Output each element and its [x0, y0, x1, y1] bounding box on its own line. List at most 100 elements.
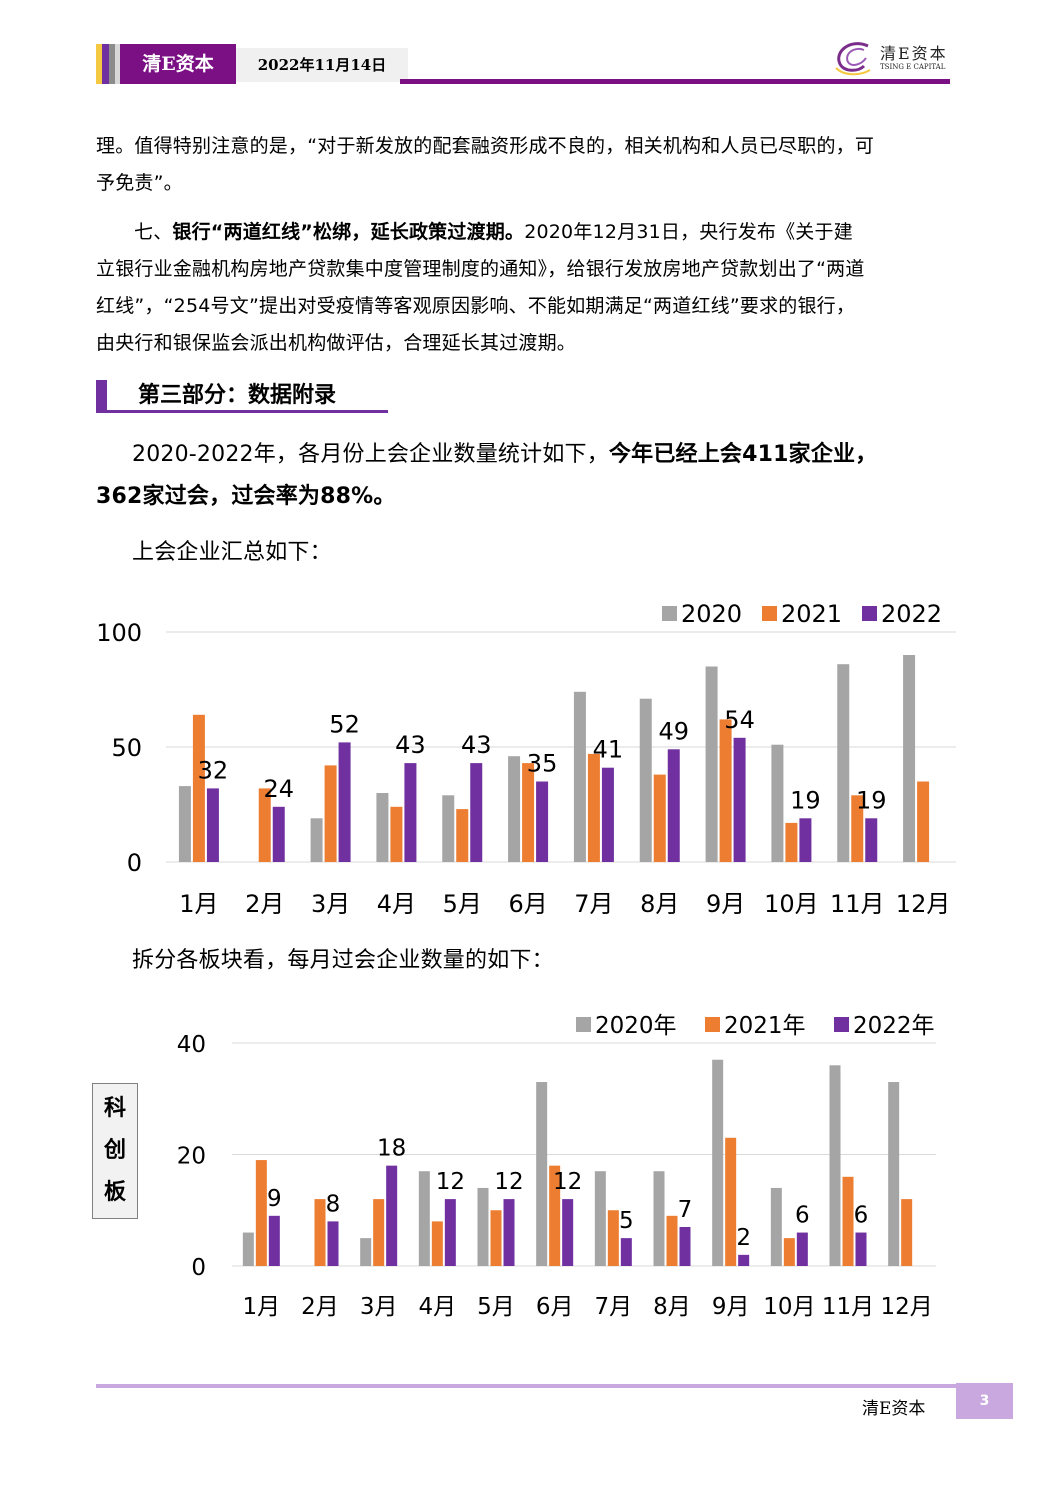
header-rule: [400, 79, 950, 84]
x-tick-label: 3月: [311, 890, 350, 918]
bar-2020年-7月: [594, 1171, 606, 1266]
star-market-label-char-2: 创: [103, 1138, 126, 1163]
bar-2021-7月: [587, 753, 600, 862]
x-tick-label: 11月: [830, 890, 885, 918]
legend-label: 2022年: [853, 1013, 935, 1039]
bar-2021年-9月: [725, 1137, 737, 1266]
logo-chinese-name: 清E资本: [880, 44, 948, 63]
legend-swatch-2022年: [834, 1017, 849, 1032]
bar-2022年-2月: [327, 1221, 339, 1266]
x-tick-label: 6月: [536, 1294, 574, 1320]
bar-2020-10月: [771, 744, 784, 862]
data-label: 6: [854, 1203, 869, 1229]
stats-line-1: 2020-2022年，各月份上会企业数量统计如下，今年已经上会411家企业，: [96, 434, 958, 476]
bar-2020-3月: [310, 818, 323, 862]
footer-rule: [96, 1384, 956, 1388]
footer-brand: 清E资本: [862, 1399, 926, 1419]
header-strip-purple: [102, 44, 109, 84]
x-tick-label: 7月: [595, 1294, 633, 1320]
bar-2020年-6月: [536, 1082, 548, 1266]
x-tick-label: 4月: [419, 1294, 457, 1320]
bar-2020-8月: [639, 698, 652, 862]
bar-2022年-7月: [620, 1238, 632, 1266]
paragraph-2-line-1: 七、银行“两道红线”松绑，延长政策过渡期。2020年12月31日，央行发布《关于…: [96, 214, 958, 251]
data-label: 12: [494, 1169, 523, 1195]
x-tick-label: 9月: [706, 890, 745, 918]
bar-2021年-2月: [314, 1199, 326, 1266]
data-label: 52: [329, 710, 360, 738]
x-tick-label: 11月: [822, 1294, 874, 1320]
legend-label: 2020年: [595, 1013, 677, 1039]
bar-2022年-9月: [738, 1254, 750, 1266]
paragraph-2: 七、银行“两道红线”松绑，延长政策过渡期。2020年12月31日，央行发布《关于…: [96, 214, 958, 362]
legend-swatch-2020: [662, 606, 677, 621]
x-tick-label: 6月: [508, 890, 547, 918]
header-brand: 清E资本: [120, 44, 236, 84]
stats-plain-text: 2020-2022年，各月份上会企业数量统计如下，: [132, 442, 609, 467]
paragraph-1-line-2: 予免责”。: [96, 172, 183, 194]
bar-2021-2月: [258, 788, 271, 862]
bar-2020年-3月: [360, 1238, 372, 1266]
bar-2022-11月: [865, 818, 878, 862]
star-market-label-char-3: 板: [103, 1180, 126, 1205]
bar-2021-1月: [192, 714, 205, 862]
stats-bold-text-2: 362家过会，过会率为88%。: [96, 484, 396, 509]
bar-2022-8月: [667, 749, 680, 862]
data-label: 49: [658, 717, 689, 745]
bar-2021-10月: [785, 822, 798, 862]
legend-swatch-2021: [762, 606, 777, 621]
logo-english-name: TSING E CAPITAL: [880, 63, 946, 71]
section-heading: 第三部分：数据附录: [96, 380, 388, 413]
bar-2021年-10月: [783, 1238, 795, 1266]
x-tick-label: 10月: [764, 890, 819, 918]
x-tick-label: 2月: [301, 1294, 339, 1320]
star-market-label: 科 创 板: [92, 1083, 138, 1219]
header-strip-gray: [109, 44, 115, 84]
y-tick-label: 20: [177, 1144, 206, 1170]
header-date: 2022年11月14日: [236, 48, 408, 82]
x-tick-label: 4月: [377, 890, 416, 918]
stats-line-2: 362家过会，过会率为88%。: [96, 476, 958, 518]
chart-1-intro: 上会企业汇总如下：: [132, 540, 332, 565]
paragraph-1-line-1: 理。值得特别注意的是，“对于新发放的配套融资形成不良的，相关机构和人员已尽职的，…: [96, 135, 875, 157]
bar-2020-6月: [508, 756, 521, 862]
chart-star-market-approvals: 0 20 40 9 1月 8 2月 18 3月 12 4月 12 5月 12 6月 5 7月 7 8月 2 9月 6 10月…: [177, 1013, 936, 1320]
data-label: 12: [436, 1169, 465, 1195]
x-tick-label: 10月: [763, 1294, 815, 1320]
bar-2020年-8月: [653, 1171, 665, 1266]
data-label: 43: [461, 731, 492, 759]
stats-paragraph: 2020-2022年，各月份上会企业数量统计如下，今年已经上会411家企业， 3…: [96, 434, 958, 518]
bar-2022-2月: [272, 806, 285, 862]
paragraph-1: 理。值得特别注意的是，“对于新发放的配套融资形成不良的，相关机构和人员已尽职的，…: [96, 128, 958, 202]
data-label: 35: [527, 750, 558, 778]
bar-2021-6月: [522, 763, 535, 862]
legend-label: 2020: [681, 600, 742, 628]
bar-2020年-1月: [242, 1232, 254, 1266]
bar-2020年-10月: [770, 1187, 782, 1266]
header-strip-lightgray: [115, 44, 120, 84]
section-heading-text: 第三部分：数据附录: [138, 383, 337, 408]
paragraph-2-line-3: 红线”，“254号文”提出对受疫情等客观原因影响、不能如期满足“两道红线”要求的…: [96, 295, 856, 317]
bar-2021年-6月: [549, 1165, 561, 1266]
y-tick-label: 50: [111, 734, 142, 762]
page-number: 3: [956, 1383, 1013, 1419]
bar-2022年-10月: [796, 1232, 808, 1266]
bar-2020-1月: [178, 786, 191, 862]
bar-2021年-3月: [373, 1199, 385, 1266]
bar-2022-4月: [404, 763, 417, 862]
bar-2020-5月: [442, 795, 455, 862]
y-tick-label: 40: [177, 1032, 206, 1058]
bar-2020-4月: [376, 793, 389, 862]
bar-2020年-5月: [477, 1187, 489, 1266]
bar-2021-12月: [917, 781, 930, 862]
bar-2022年-5月: [503, 1199, 515, 1266]
paragraph-2-prefix: 七、: [134, 221, 173, 243]
x-tick-label: 1月: [243, 1294, 281, 1320]
x-tick-label: 7月: [574, 890, 613, 918]
x-tick-label: 12月: [881, 1294, 933, 1320]
data-label: 8: [326, 1191, 341, 1217]
data-label: 18: [377, 1136, 406, 1162]
bar-2022年-3月: [386, 1165, 398, 1266]
bar-2021年-12月: [901, 1199, 913, 1266]
bar-2022-10月: [799, 818, 812, 862]
